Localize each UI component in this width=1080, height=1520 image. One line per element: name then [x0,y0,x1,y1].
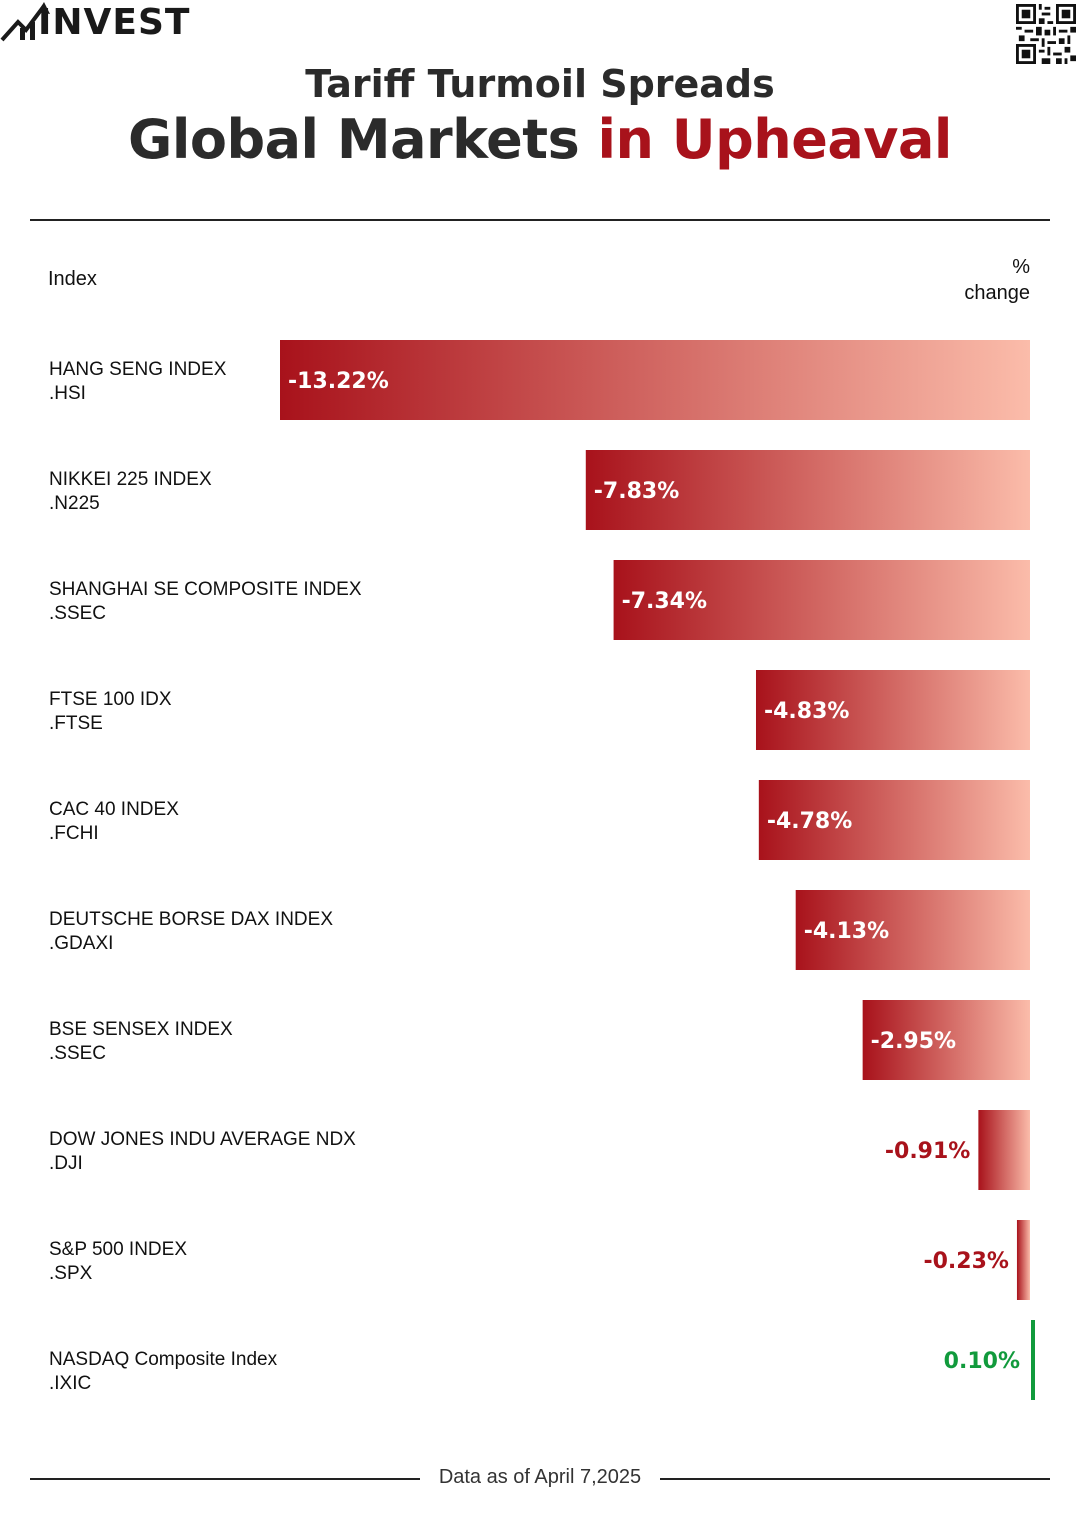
footer-note-wrap: Data as of April 7,2025 [0,1466,1080,1489]
footer-rule-right [660,1478,1050,1480]
index-name-label: HANG SENG INDEX [49,359,227,380]
index-ticker-label: .SSEC [49,1043,106,1064]
bar [795,890,1030,970]
header-divider [30,219,1050,221]
title-accent: in Upheaval [597,108,953,171]
index-name-label: NASDAQ Composite Index [49,1349,278,1370]
index-ticker-label: .DJI [49,1153,83,1174]
bar-positive [1031,1320,1035,1400]
brand-logo: INVEST [0,0,200,46]
chart-subtitle: Tariff Turmoil Spreads [305,62,775,106]
index-name-label: NIKKEI 225 INDEX [49,469,212,490]
bar [862,1000,1030,1080]
index-ticker-label: .N225 [49,493,100,514]
column-header-index: Index [48,268,97,290]
column-header-change-line2: change [964,282,1030,304]
bar-value-label: -2.95% [871,1029,956,1054]
index-ticker-label: .HSI [49,383,86,404]
bar-value-label: -4.83% [764,699,849,724]
index-name-label: BSE SENSEX INDEX [49,1019,233,1040]
index-ticker-label: .SSEC [49,603,106,624]
bar-value-label: -4.13% [804,919,889,944]
column-header-change: % change [964,254,1030,306]
index-ticker-label: .SPX [49,1263,93,1284]
index-ticker-label: .FCHI [49,823,99,844]
bar [978,1110,1030,1190]
bar-value-label: -13.22% [288,369,389,394]
bar [755,670,1030,750]
index-name-label: DOW JONES INDU AVERAGE NDX [49,1129,356,1150]
index-ticker-label: .IXIC [49,1373,91,1394]
bar-value-label: -0.91% [885,1139,970,1164]
index-name-label: DEUTSCHE BORSE DAX INDEX [49,909,333,930]
bar-value-label: 0.10% [944,1349,1020,1374]
logo-text: INVEST [38,2,191,43]
index-name-label: SHANGHAI SE COMPOSITE INDEX [49,579,362,600]
column-header-change-line1: % [1012,256,1030,278]
title-main: Global Markets [128,108,580,171]
index-name-label: S&P 500 INDEX [49,1239,187,1260]
index-ticker-label: .FTSE [49,713,103,734]
chart-title: Global Markets in Upheaval [0,108,1080,171]
bar [585,450,1030,530]
qr-code-icon [1016,4,1076,64]
index-ticker-label: .GDAXI [49,933,113,954]
footer-note: Data as of April 7,2025 [430,1466,650,1488]
bar-value-label: -0.23% [923,1249,1008,1274]
index-name-label: CAC 40 INDEX [49,799,179,820]
index-name-label: FTSE 100 IDX [49,689,172,710]
bar-value-label: -4.78% [767,809,852,834]
footer-rule-left [30,1478,420,1480]
bar-value-label: -7.34% [622,589,707,614]
bar [758,780,1030,860]
chart-arrow-logo-icon [0,2,50,42]
bar-value-label: -7.83% [594,479,679,504]
bar [1016,1220,1030,1300]
bar [280,340,1030,420]
bar [613,560,1030,640]
